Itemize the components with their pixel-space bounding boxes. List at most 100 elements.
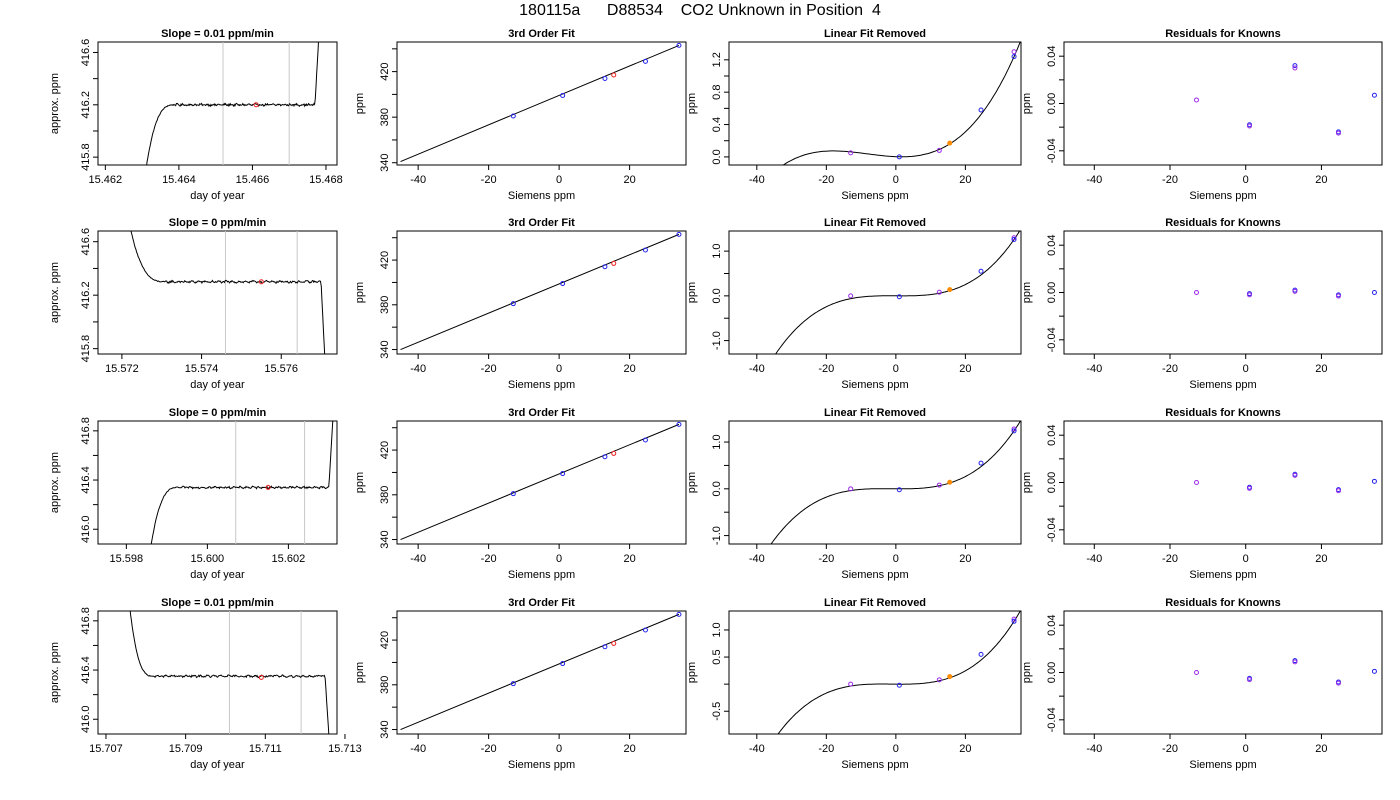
time-series-trace bbox=[146, 42, 319, 165]
y-axis-label: approx. ppm bbox=[49, 262, 61, 323]
y-tick-label: 0.00 bbox=[1046, 472, 1058, 493]
known-point bbox=[1011, 49, 1017, 55]
chart-title: Linear Fit Removed bbox=[824, 407, 926, 419]
unknown-marker bbox=[265, 484, 271, 490]
y-axis-label: ppm bbox=[686, 472, 698, 493]
x-tick-label: 0 bbox=[1243, 743, 1249, 755]
y-tick-label: 416.6 bbox=[80, 39, 92, 67]
x-axis-label: Siemens ppm bbox=[841, 190, 908, 202]
y-axis-label: approx. ppm bbox=[49, 73, 61, 134]
x-tick-label: 20 bbox=[623, 553, 635, 565]
x-tick-label: -20 bbox=[818, 363, 834, 375]
residual-point bbox=[1292, 288, 1298, 294]
x-tick-label: -20 bbox=[818, 553, 834, 565]
known-point bbox=[896, 487, 902, 493]
y-axis-label: ppm bbox=[686, 282, 698, 303]
x-axis-label: Siemens ppm bbox=[508, 190, 575, 202]
chart-panel: Residuals for Knowns -40 -20 0 20 -0.04 0.00 0.… bbox=[1021, 28, 1383, 202]
y-tick-label: 420 bbox=[379, 62, 391, 80]
x-tick-label: 0 bbox=[556, 174, 562, 186]
y-tick-label: 1.2 bbox=[711, 52, 723, 67]
x-tick-label: 0 bbox=[893, 174, 899, 186]
residual-point bbox=[1371, 478, 1377, 484]
known-point bbox=[642, 627, 648, 633]
y-tick-label: 380 bbox=[379, 676, 391, 694]
known-point bbox=[560, 281, 566, 287]
y-axis-label: approx. ppm bbox=[49, 642, 61, 703]
x-tick-label: 0 bbox=[556, 363, 562, 375]
known-point bbox=[978, 651, 984, 657]
x-tick-label: 15.713 bbox=[328, 743, 362, 755]
known-point bbox=[1011, 236, 1017, 242]
known-point bbox=[848, 150, 854, 156]
unknown-point bbox=[611, 72, 617, 78]
x-axis-label: Siemens ppm bbox=[508, 759, 575, 771]
known-point bbox=[560, 93, 566, 99]
plot-frame bbox=[97, 610, 338, 735]
residual-point bbox=[1335, 680, 1341, 686]
residual-point bbox=[1371, 668, 1377, 674]
plot-frame bbox=[1063, 610, 1383, 735]
residual-point bbox=[1371, 92, 1377, 98]
chart-panel: Residuals for Knowns -40 -20 0 20 -0.04 0.00 0.… bbox=[1021, 407, 1383, 581]
y-tick-label: 0.04 bbox=[1046, 45, 1058, 66]
time-series-trace bbox=[129, 611, 330, 734]
known-point bbox=[510, 301, 516, 307]
x-tick-label: -20 bbox=[818, 743, 834, 755]
plot-area bbox=[770, 421, 1021, 544]
residual-point bbox=[1247, 485, 1252, 491]
x-tick-label: -40 bbox=[1086, 174, 1102, 186]
plot-area bbox=[775, 231, 1021, 354]
known-point bbox=[936, 289, 942, 295]
y-tick-label: 415.8 bbox=[80, 143, 92, 171]
residual-point bbox=[1194, 480, 1199, 485]
chart-title: Linear Fit Removed bbox=[824, 597, 926, 609]
known-point bbox=[896, 682, 902, 688]
known-point bbox=[510, 113, 516, 119]
chart-panel: 3rd Order Fit -40 -20 0 20 340 380 420 Siemens p… bbox=[354, 597, 687, 771]
x-tick-label: -20 bbox=[481, 363, 497, 375]
y-tick-label: -0.04 bbox=[1046, 327, 1058, 352]
x-tick-label: -20 bbox=[1162, 363, 1178, 375]
y-tick-label: 416.0 bbox=[80, 705, 92, 733]
known-point bbox=[510, 491, 516, 497]
x-tick-label: 0 bbox=[893, 743, 899, 755]
x-tick-label: 0 bbox=[893, 553, 899, 565]
chart-panel: Linear Fit Removed -40 -20 0 20 0.0 0.4 0.8 1.2 S… bbox=[686, 28, 1022, 202]
known-point bbox=[1011, 426, 1017, 432]
chart-panel: Slope = 0.01 ppm/min 15.462 15.464 15.466 15… bbox=[49, 28, 343, 202]
x-tick-label: 15.600 bbox=[191, 553, 225, 565]
x-tick-label: -20 bbox=[818, 174, 834, 186]
x-tick-label: 15.572 bbox=[105, 363, 139, 375]
chart-panel: Linear Fit Removed -40 -20 0 20 -1.0 0.0 1.0 Sie… bbox=[686, 407, 1022, 581]
plot-frame bbox=[728, 41, 1022, 166]
y-axis-label: ppm bbox=[1021, 662, 1033, 683]
x-tick-label: 0 bbox=[556, 553, 562, 565]
y-tick-label: 340 bbox=[379, 340, 391, 358]
chart-panel: 3rd Order Fit -40 -20 0 20 340 380 420 Siemens p… bbox=[354, 28, 687, 202]
y-axis-label: ppm bbox=[1021, 472, 1033, 493]
x-tick-label: 20 bbox=[959, 743, 971, 755]
x-axis-label: day of year bbox=[190, 379, 245, 391]
y-tick-label: 0.04 bbox=[1046, 614, 1058, 635]
chart-title: Slope = 0 ppm/min bbox=[169, 407, 267, 419]
fit-curve bbox=[782, 42, 1021, 165]
y-tick-label: 380 bbox=[379, 108, 391, 126]
x-tick-label: 15.709 bbox=[169, 743, 203, 755]
plot-frame bbox=[1063, 420, 1383, 545]
x-tick-label: 15.466 bbox=[236, 174, 270, 186]
y-tick-label: -0.5 bbox=[711, 702, 723, 721]
x-axis-label: day of year bbox=[190, 569, 245, 581]
x-tick-label: 20 bbox=[623, 743, 635, 755]
residual-point bbox=[1335, 293, 1341, 299]
y-tick-label: 0.8 bbox=[711, 85, 723, 100]
x-tick-label: 15.464 bbox=[162, 174, 196, 186]
x-tick-label: 0 bbox=[556, 743, 562, 755]
known-point bbox=[602, 264, 608, 270]
known-point bbox=[676, 611, 682, 617]
known-point bbox=[896, 294, 902, 300]
known-point bbox=[1011, 235, 1017, 241]
x-tick-label: 15.598 bbox=[110, 553, 144, 565]
chart-title: Residuals for Knowns bbox=[1165, 407, 1281, 419]
chart-panel: Residuals for Knowns -40 -20 0 20 -0.04 0.00 0.… bbox=[1021, 217, 1383, 391]
